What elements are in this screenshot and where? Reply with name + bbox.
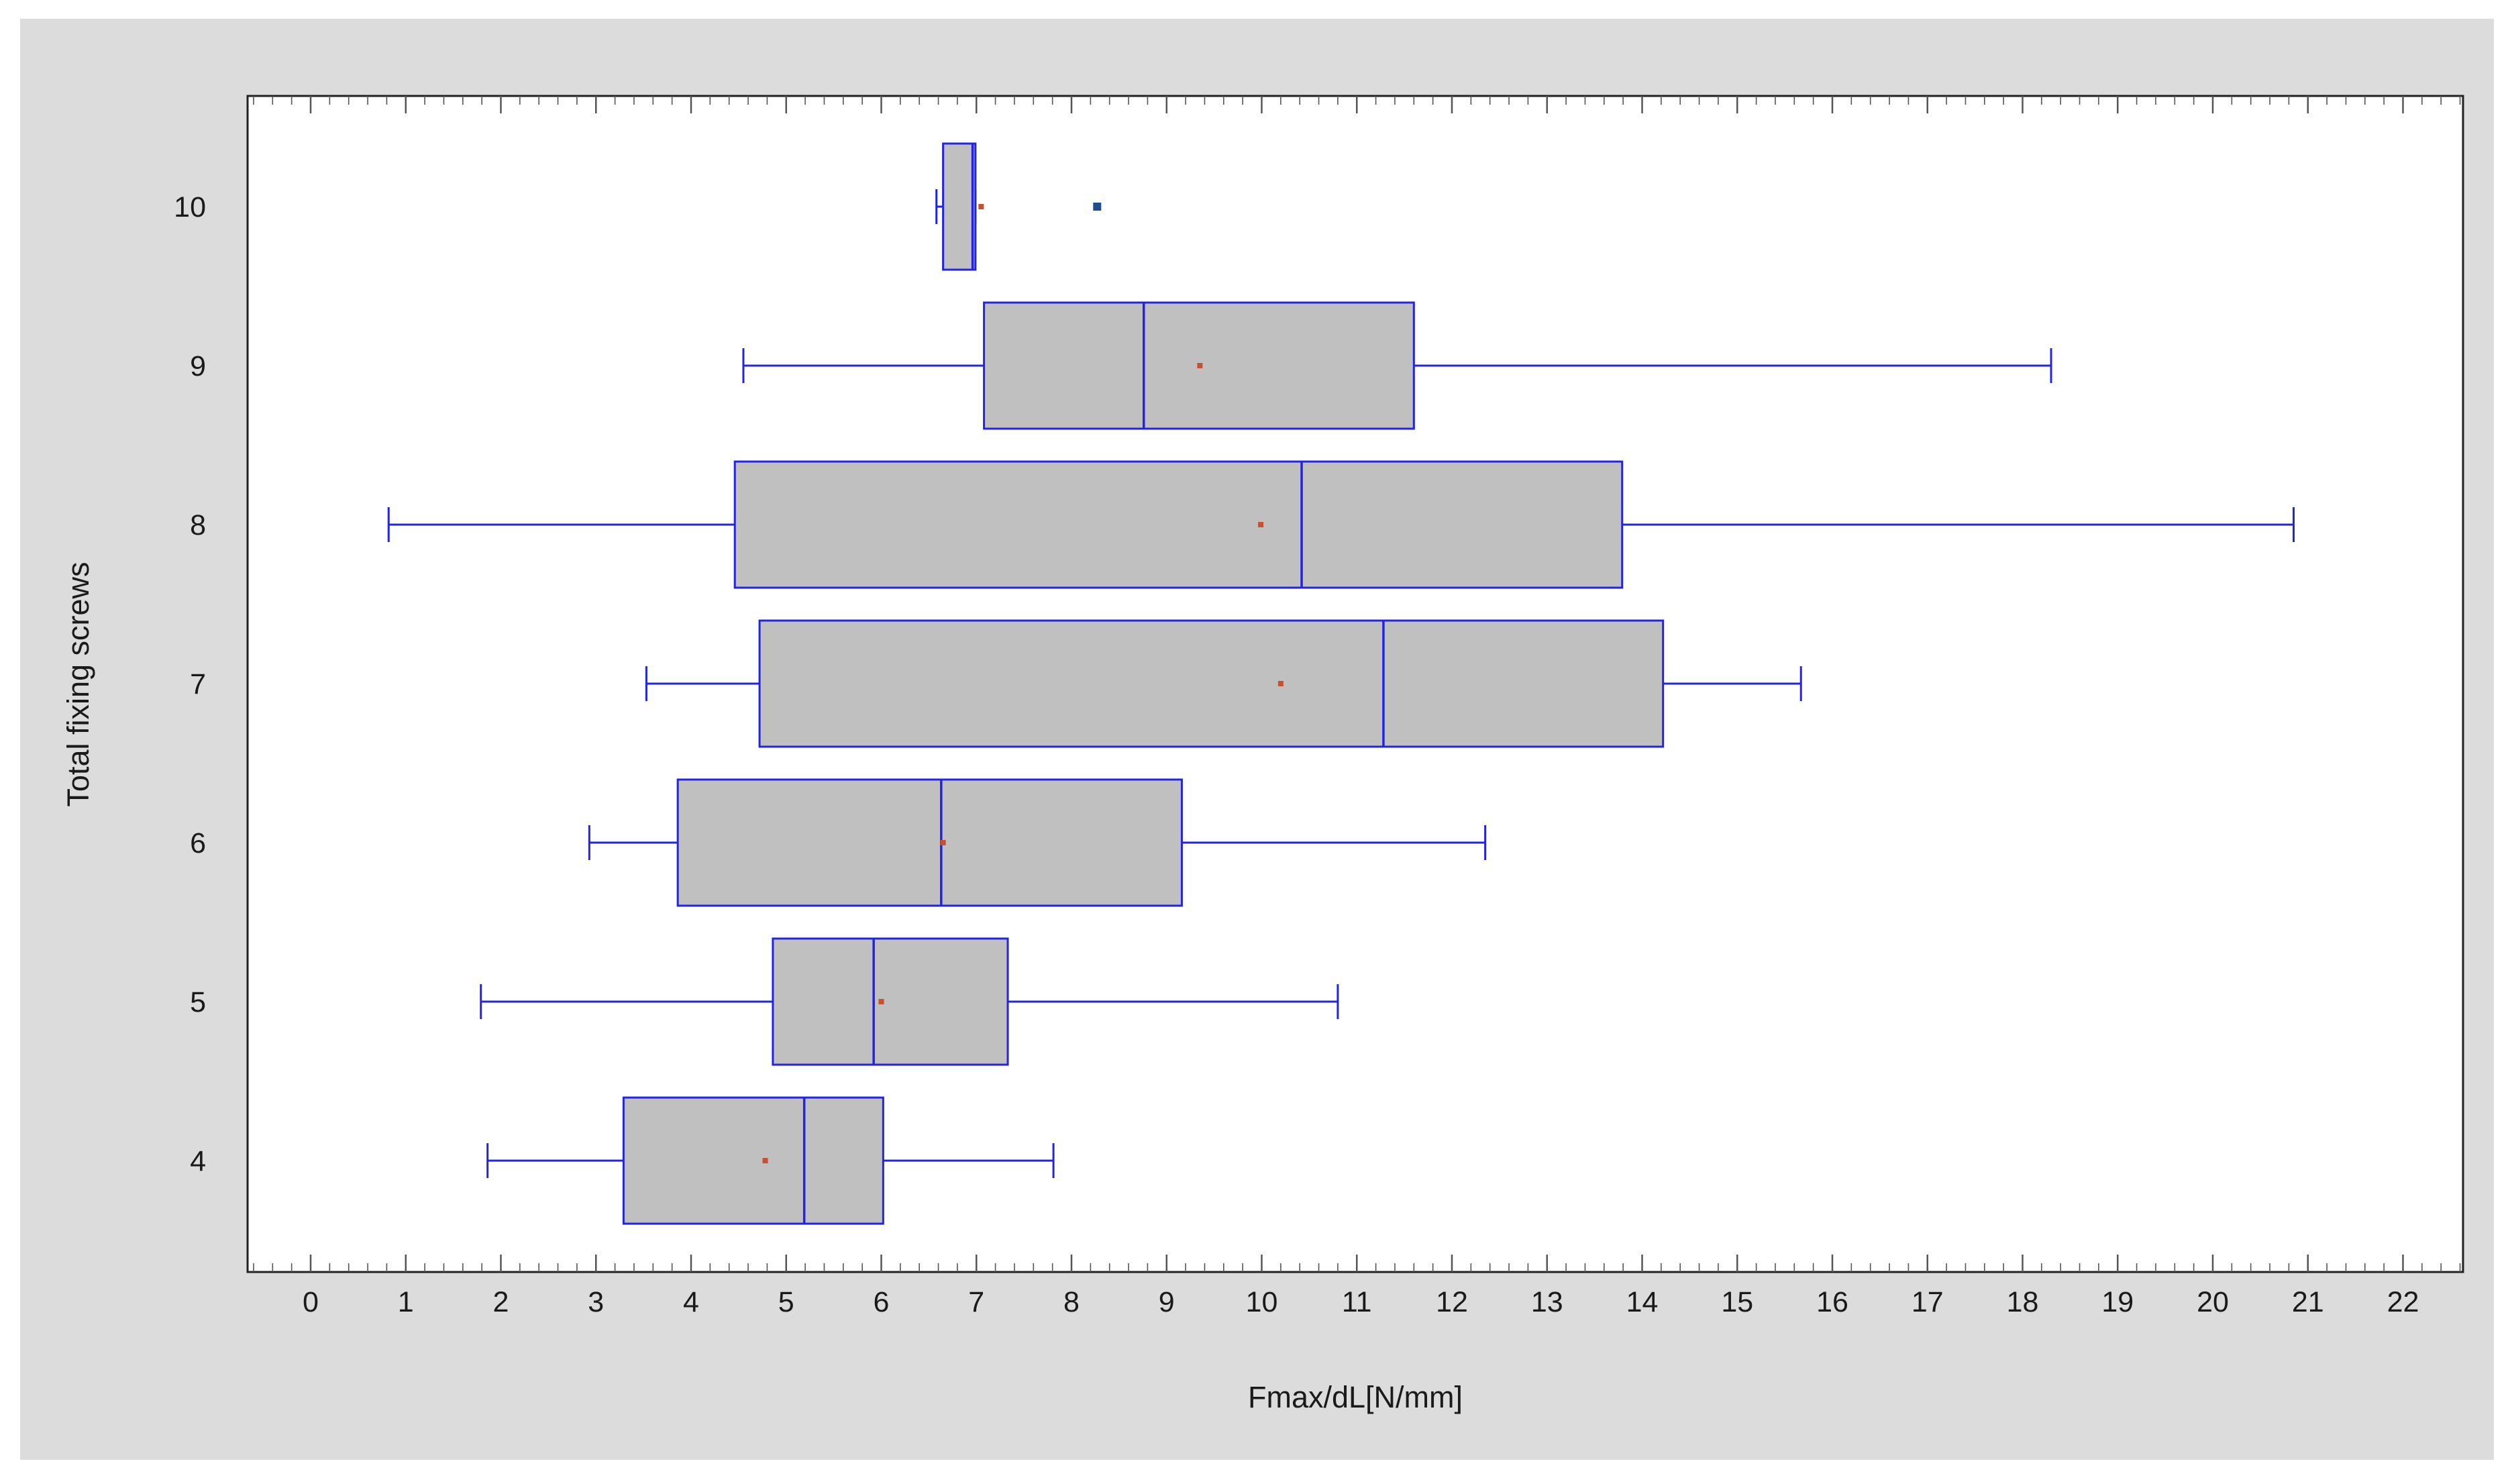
y-axis-tick-labels: 4 5 6 7 8 9 10: [174, 191, 206, 1177]
x-tick-label: 22: [2387, 1286, 2419, 1318]
box-iqr: [758, 619, 1665, 748]
outlier-point: [1093, 203, 1102, 211]
x-tick-label: 6: [874, 1286, 890, 1318]
box-iqr: [983, 301, 1415, 430]
box-iqr: [772, 937, 1009, 1066]
x-tick-label: 11: [1342, 1286, 1372, 1318]
x-tick-label: 17: [1912, 1286, 1944, 1318]
x-tick-label: 7: [968, 1286, 984, 1318]
x-tick-label: 9: [1159, 1286, 1175, 1318]
x-tick-label: 5: [778, 1286, 794, 1318]
x-tick-label: 14: [1626, 1286, 1659, 1318]
x-tick-label: 18: [2007, 1286, 2039, 1318]
x-tick-label: 19: [2101, 1286, 2134, 1318]
x-axis-tick-labels: 0 1 2 3 4 5 6 7 8 9 10 11 12 13 14 15 16 17 18 19 20 21 22: [303, 1286, 2419, 1318]
x-tick-label: 8: [1063, 1286, 1080, 1318]
x-tick-label: 10: [1246, 1286, 1278, 1318]
y-tick-label: 6: [190, 827, 206, 859]
x-axis-title: Fmax/dL[N/mm]: [1248, 1380, 1463, 1414]
x-tick-label: 15: [1721, 1286, 1753, 1318]
mean-marker: [978, 204, 984, 209]
x-tick-label: 4: [683, 1286, 699, 1318]
x-tick-label: 21: [2292, 1286, 2324, 1318]
box-iqr: [942, 142, 977, 271]
y-tick-label: 7: [190, 668, 206, 700]
y-tick-label: 10: [174, 191, 206, 223]
bottom-axis-ticks: [253, 1255, 2461, 1272]
top-axis-ticks: [253, 96, 2461, 113]
y-tick-label: 4: [190, 1145, 206, 1177]
x-tick-label: 16: [1816, 1286, 1848, 1318]
x-tick-label: 12: [1436, 1286, 1468, 1318]
mean-marker: [1197, 363, 1203, 368]
mean-marker: [1258, 522, 1264, 527]
x-tick-label: 13: [1531, 1286, 1563, 1318]
x-tick-label: 2: [493, 1286, 509, 1318]
box-plots: [387, 142, 2295, 1225]
y-tick-label: 5: [190, 986, 206, 1018]
y-tick-label: 9: [190, 350, 206, 382]
box-iqr: [622, 1096, 884, 1225]
x-tick-label: 1: [398, 1286, 414, 1318]
mean-marker: [878, 999, 884, 1004]
x-tick-label: 3: [588, 1286, 604, 1318]
y-tick-label: 8: [190, 509, 206, 541]
y-axis-title: Total fixing screws: [61, 562, 95, 806]
mean-marker: [1277, 681, 1284, 686]
box-iqr: [733, 460, 1624, 589]
x-tick-label: 0: [303, 1286, 319, 1318]
mean-marker: [940, 840, 946, 845]
box-iqr: [676, 778, 1183, 907]
mean-marker: [762, 1158, 768, 1163]
x-tick-label: 20: [2197, 1286, 2229, 1318]
